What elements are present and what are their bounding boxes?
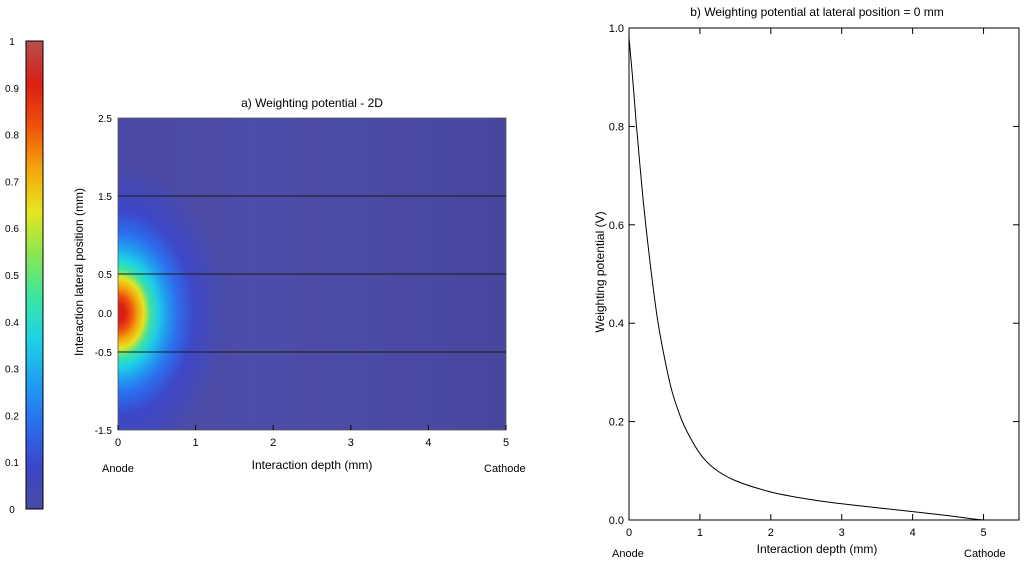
colorbar-ticks: 0 0.1 0.2 0.3 0.4 0.5 0.6 0.7 0.8 0.9 1: [5, 37, 19, 516]
line-chart-title: b) Weighting potential at lateral positi…: [690, 5, 944, 19]
series-line-weighting-potential: [628, 37, 984, 521]
heatmap-y-tick-label: 1.5: [98, 192, 112, 203]
heatmap-y-tick-label: -1.5: [95, 426, 113, 437]
colorbar-tick-label: 1: [9, 37, 15, 48]
line-x-tick-label: 4: [910, 527, 916, 539]
line-x-tick-label: 2: [768, 527, 774, 539]
colorbar: 0 0.1 0.2 0.3 0.4 0.5 0.6 0.7 0.8 0.9 1: [5, 37, 44, 516]
line-y-ticks: 0.0 0.2 0.4 0.6 0.8 1.0: [609, 23, 1019, 527]
heatmap-cathode-label: Cathode: [484, 463, 526, 475]
heatmap-x-tick-label: 4: [425, 437, 431, 449]
heatmap-y-tick-label: 2.5: [98, 114, 112, 125]
heatmap-x-tick-label: 3: [348, 437, 354, 449]
colorbar-tick-label: 0.8: [5, 131, 19, 142]
colorbar-tick-label: 0.2: [5, 411, 19, 422]
heatmap-x-tick-label: 5: [503, 437, 509, 449]
line-plot-frame: [628, 27, 1020, 521]
heatmap-x-ticks: 0 1 2 3 4 5: [115, 425, 509, 449]
heatmap-y-tick-label: -0.5: [95, 348, 113, 359]
heatmap-y-ticks: -1.5 -0.5 0.0 0.5 1.5 2.5: [95, 114, 113, 437]
line-y-tick-label: 0.8: [609, 121, 624, 133]
heatmap-x-tick-label: 2: [270, 437, 276, 449]
heatmap-y-tick-label: 0.0: [98, 309, 112, 320]
heatmap-x-tick-label: 0: [115, 437, 121, 449]
line-y-tick-label: 0.0: [609, 515, 624, 527]
heatmap-y-tick-label: 0.5: [98, 270, 112, 281]
colorbar-tick-label: 0.4: [5, 318, 19, 329]
line-anode-label: Anode: [612, 548, 644, 560]
pixel-boundary-lines: [118, 195, 506, 353]
line-x-axis-label: Interaction depth (mm): [757, 542, 878, 556]
line-x-ticks: 0 1 2 3 4 5: [626, 28, 987, 539]
line-cathode-label: Cathode: [964, 548, 1006, 560]
line-x-tick-label: 1: [697, 527, 703, 539]
colorbar-tick-label: 0.3: [5, 365, 19, 376]
line-x-tick-label: 3: [839, 527, 845, 539]
heatmap-anode-label: Anode: [102, 463, 134, 475]
colorbar-tick-label: 0.6: [5, 224, 19, 235]
line-panel: b) Weighting potential at lateral positi…: [593, 5, 1020, 560]
line-y-tick-label: 0.6: [609, 220, 624, 232]
line-x-tick-label: 5: [980, 527, 986, 539]
line-x-tick-label: 0: [626, 527, 632, 539]
line-y-tick-label: 0.4: [609, 318, 624, 330]
colorbar-tick-label: 0.7: [5, 177, 19, 188]
heatmap-y-axis-label: Interaction lateral position (mm): [72, 188, 86, 356]
heatmap-title: a) Weighting potential - 2D: [241, 96, 383, 110]
line-y-tick-label: 1.0: [609, 23, 624, 35]
colorbar-tick-label: 0: [9, 505, 15, 516]
line-y-tick-label: 0.2: [609, 417, 624, 429]
heatmap-x-axis-label: Interaction depth (mm): [252, 458, 373, 472]
line-y-axis-label: Weighting potential (V): [593, 211, 607, 332]
colorbar-tick-label: 0.1: [5, 458, 19, 469]
colorbar-tick-label: 0.9: [5, 84, 19, 95]
heatmap-x-tick-label: 1: [193, 437, 199, 449]
colorbar-bar: [25, 40, 44, 510]
colorbar-tick-label: 0.5: [5, 271, 19, 282]
